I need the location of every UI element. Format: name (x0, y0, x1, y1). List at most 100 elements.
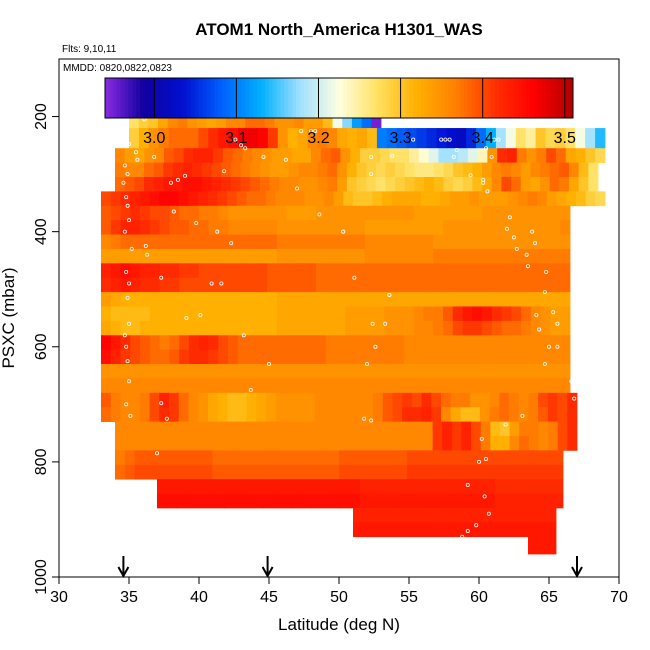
colorbar-segment (475, 78, 480, 118)
heatmap-cell (433, 263, 444, 279)
heatmap-cell (234, 493, 245, 509)
heatmap-cell (186, 493, 197, 509)
heatmap-cell (179, 306, 190, 322)
heatmap-cell (211, 162, 222, 178)
heatmap-cell (234, 479, 245, 494)
heatmap-cell (365, 421, 376, 437)
heatmap-cell (508, 191, 519, 207)
heatmap-cell (550, 320, 561, 336)
colorbar-segment (545, 78, 551, 118)
heatmap-cell (377, 464, 389, 480)
heatmap-cell (273, 493, 284, 509)
heatmap-cell (538, 421, 549, 437)
heatmap-cell (296, 306, 307, 322)
sample-point (485, 554, 490, 559)
heatmap-cell (228, 292, 239, 307)
heatmap-cell (305, 392, 316, 408)
colorbar-segment (116, 78, 122, 118)
colorbar-segment (303, 78, 309, 118)
heatmap-cell (276, 234, 288, 250)
heatmap-cell (249, 435, 260, 451)
heatmap-cell (218, 349, 229, 365)
colorbar-frame (104, 77, 574, 119)
heatmap-cell (296, 320, 307, 336)
sample-point (465, 482, 470, 487)
heatmap-cell (130, 220, 141, 235)
heatmap-cell (462, 220, 473, 235)
heatmap-cell (501, 349, 512, 365)
heatmap-cell (173, 148, 184, 163)
heatmap-cell (237, 292, 248, 307)
heatmap-cell (499, 392, 510, 408)
heatmap-cell (452, 205, 463, 221)
colorbar-segment (565, 78, 570, 118)
heatmap-cell (442, 263, 454, 279)
sample-point (127, 218, 132, 223)
heatmap-cell (495, 479, 506, 494)
heatmap-cell (163, 176, 174, 192)
heatmap-cell (140, 277, 151, 293)
heatmap-cell (120, 349, 131, 365)
heatmap-cell (325, 292, 336, 307)
sample-point (443, 137, 448, 142)
heatmap-cell (198, 205, 209, 221)
heatmap-cell (306, 292, 317, 307)
heatmap-cell (211, 421, 222, 437)
heatmap-cell (169, 277, 180, 293)
heatmap-cell (491, 234, 503, 250)
heatmap-cell (159, 335, 170, 351)
heatmap-cell (237, 392, 248, 408)
heatmap-cell (326, 421, 337, 437)
heatmap-cell (110, 320, 121, 336)
heatmap-cell (188, 277, 200, 293)
heatmap-cell (389, 148, 400, 163)
heatmap-cell (269, 162, 280, 178)
heatmap-cell (569, 162, 580, 178)
heatmap-cell (384, 277, 395, 293)
heatmap-cell (220, 421, 231, 437)
y-tick-label: 800 (33, 448, 50, 475)
colorbar-segment (541, 78, 547, 118)
heatmap-cell (560, 234, 571, 250)
heatmap-cell (306, 306, 317, 322)
heatmap-cell (521, 320, 532, 336)
heatmap-cell (331, 493, 342, 509)
colorbar-segment (112, 78, 118, 118)
colorbar-segment (491, 78, 496, 118)
heatmap-cell (278, 435, 289, 451)
colorbar-segment (346, 78, 352, 118)
heatmap-cell (565, 148, 576, 163)
heatmap-cell (124, 148, 135, 163)
heatmap-cell (257, 364, 268, 379)
heatmap-cell (540, 277, 551, 293)
heatmap-cell (296, 349, 307, 365)
heatmap-cell (550, 205, 561, 221)
colorbar-segment (222, 78, 227, 118)
heatmap-cell (280, 450, 291, 466)
heatmap-cell (524, 493, 535, 509)
heatmap-cell (179, 248, 190, 264)
heatmap-cell (101, 234, 112, 250)
heatmap-cell (517, 191, 528, 207)
heatmap-cell (339, 464, 350, 480)
heatmap-cell (436, 522, 446, 538)
heatmap-cell (265, 191, 276, 207)
heatmap-cell (394, 277, 405, 293)
x-tick-label: 30 (50, 589, 68, 606)
colorbar-segment (522, 78, 527, 118)
heatmap-cell (257, 306, 268, 322)
heatmap-cell (511, 263, 522, 279)
colorbar-segment (120, 78, 125, 118)
heatmap-cell (188, 378, 200, 394)
heatmap-cell (230, 421, 241, 437)
heatmap-cell (247, 205, 258, 221)
heatmap-cell (192, 162, 203, 178)
heatmap-cell (472, 507, 483, 523)
heatmap-cell (548, 421, 559, 437)
heatmap-cell (317, 162, 328, 178)
heatmap-cell (364, 378, 375, 394)
heatmap-cell (467, 148, 478, 163)
heatmap-cell (482, 162, 493, 178)
heatmap-cell (485, 493, 496, 509)
heatmap-cell (257, 349, 268, 365)
